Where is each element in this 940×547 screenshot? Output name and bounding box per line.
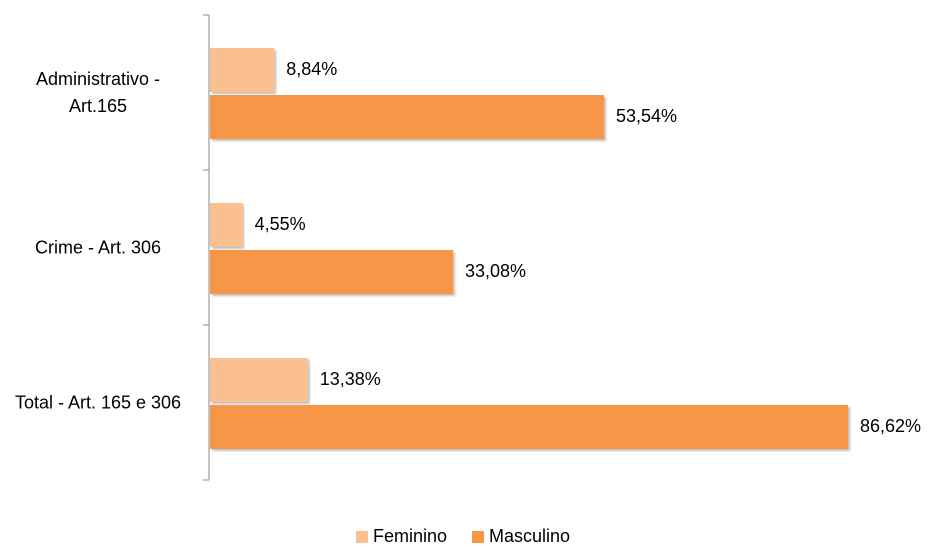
bar xyxy=(210,405,848,449)
data-label: 8,84% xyxy=(286,59,337,79)
category-label: Total - Art. 165 e 306 xyxy=(14,392,182,412)
data-label: 33,08% xyxy=(465,261,526,281)
data-label: 4,55% xyxy=(255,214,306,234)
legend-label: Masculino xyxy=(489,526,570,546)
data-label: 53,54% xyxy=(616,106,677,126)
data-label: 86,62% xyxy=(860,416,921,436)
legend-label: Feminino xyxy=(373,526,447,546)
data-label: 13,38% xyxy=(320,369,381,389)
bar xyxy=(210,250,454,294)
legend-swatch xyxy=(356,531,368,543)
bar xyxy=(210,203,243,247)
category-label: Administrativo - Art.165 xyxy=(35,68,161,116)
category-label: Crime - Art. 306 xyxy=(34,237,162,257)
bar xyxy=(210,48,275,92)
bar xyxy=(210,95,604,139)
legend-swatch xyxy=(472,531,485,543)
bar xyxy=(210,358,308,402)
